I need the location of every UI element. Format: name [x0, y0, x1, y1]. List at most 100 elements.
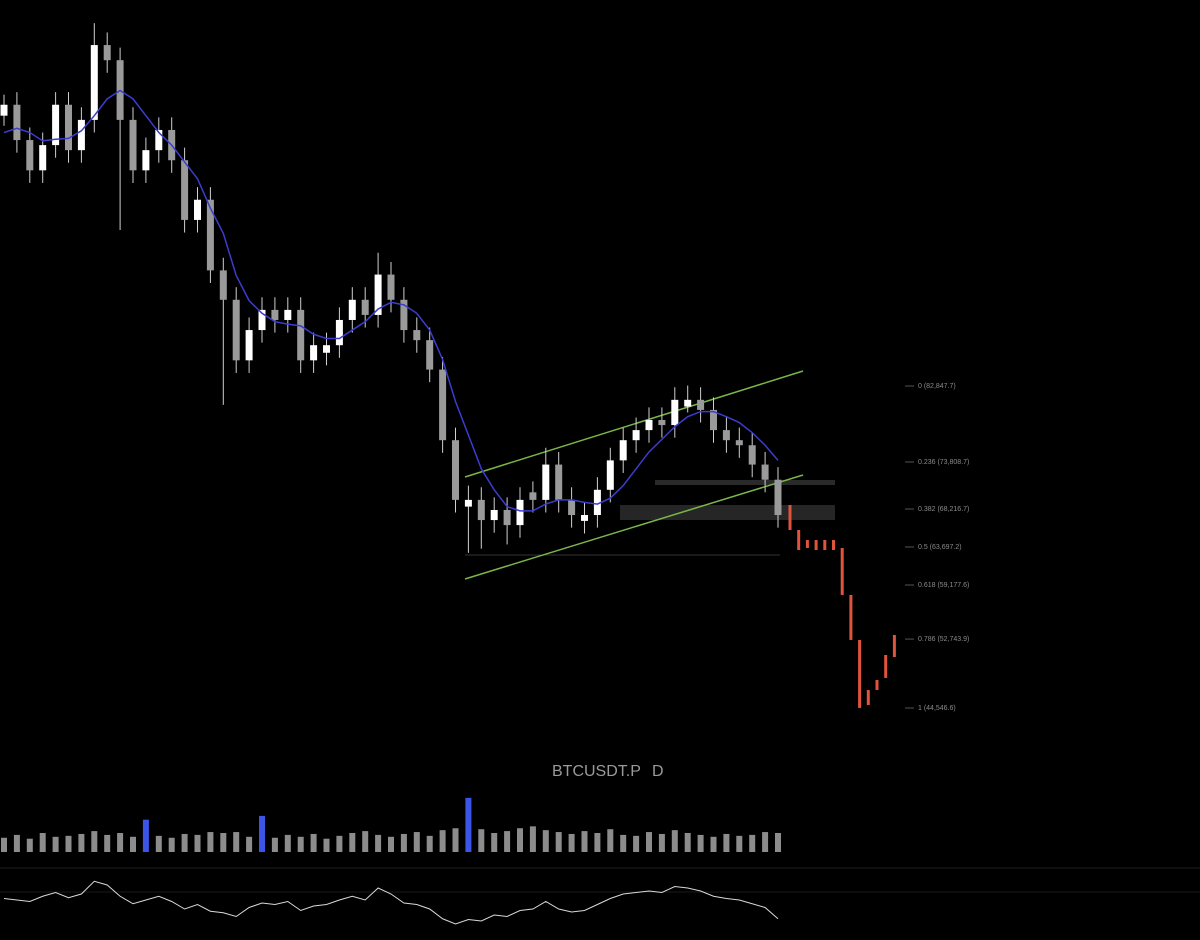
volume-bar	[775, 833, 781, 852]
candle-body	[529, 492, 537, 500]
volume-bar	[78, 833, 85, 852]
volume-bar	[297, 836, 304, 852]
candle-body	[477, 499, 485, 521]
candle-body	[90, 45, 98, 120]
volume-bar	[658, 833, 665, 852]
fib-label: 0.382 (68,216.7)	[918, 506, 969, 513]
volume-bar	[65, 835, 72, 852]
volume-bar	[465, 797, 472, 852]
candle-body	[129, 119, 137, 171]
candle-body	[593, 489, 601, 516]
volume-bar	[362, 831, 369, 852]
interval: D	[652, 763, 664, 780]
projection-bar	[866, 689, 870, 706]
volume-bar	[323, 838, 330, 852]
volume-bar	[426, 835, 433, 852]
candle-body	[606, 460, 614, 490]
volume-bar	[671, 830, 678, 852]
volume-bar	[104, 834, 111, 852]
projection-bar	[849, 594, 853, 640]
volume-bar	[413, 832, 420, 852]
candle-body	[581, 515, 588, 521]
candle-body	[194, 199, 201, 220]
candle-body	[26, 140, 34, 171]
fib-label: 0.236 (73,808.7)	[918, 459, 969, 466]
volume-bar	[155, 835, 162, 852]
projection-bar	[805, 539, 809, 548]
candle-body	[490, 509, 498, 521]
candle-body	[323, 345, 330, 353]
candle-body	[142, 150, 150, 171]
fib-label: 0.618 (59,177.6)	[918, 582, 969, 589]
candle-body	[413, 330, 421, 341]
candle-body	[245, 330, 253, 361]
candle-body	[555, 464, 563, 500]
moving-average	[3, 89, 779, 512]
candle-body	[271, 309, 279, 320]
volume-bar	[478, 829, 485, 852]
volume-bar	[620, 834, 627, 852]
candle-body	[103, 45, 111, 61]
projection-bar	[892, 634, 896, 658]
volume-bar	[529, 826, 536, 852]
volume-bar	[310, 833, 317, 852]
volume-bar	[723, 833, 730, 852]
candle-body	[697, 399, 705, 410]
volume-bar	[452, 828, 459, 852]
volume-bar	[633, 835, 640, 852]
volume-bar	[684, 833, 691, 852]
oscillator-line	[3, 880, 779, 925]
projection-bar	[832, 539, 835, 550]
volume-bar	[349, 833, 356, 852]
volume-bar	[130, 836, 136, 852]
volume-bar	[91, 831, 98, 852]
candle-body	[503, 509, 511, 526]
candle-body	[65, 104, 72, 151]
volume-bar	[233, 832, 240, 852]
volume-bar	[581, 831, 588, 852]
candle-body	[400, 299, 408, 331]
candle-body	[516, 499, 524, 526]
candle-body	[52, 104, 60, 146]
projection-bar	[797, 529, 801, 550]
candle-body	[774, 479, 782, 516]
volume-bar	[555, 832, 562, 852]
candle-body	[155, 129, 163, 151]
candle-body	[206, 199, 214, 271]
candle-body	[722, 430, 730, 441]
candle-body	[39, 145, 47, 171]
volume-bar	[207, 832, 214, 852]
volume-bar	[710, 836, 717, 852]
volume-bar	[117, 833, 124, 852]
candle-body	[464, 499, 472, 507]
volume-bar	[388, 836, 394, 852]
channel-upper	[464, 370, 804, 478]
volume-bar	[542, 830, 549, 852]
zone	[620, 505, 835, 520]
candle-body	[645, 420, 653, 431]
candle-body	[181, 160, 189, 220]
candle-body	[684, 399, 692, 407]
candle-body	[13, 104, 21, 141]
volume-bar	[517, 828, 523, 852]
candle-body	[632, 430, 640, 441]
projection-bar	[823, 539, 827, 550]
volume-bar	[284, 834, 291, 852]
volume-bar	[762, 832, 769, 852]
volume-bar	[646, 832, 652, 852]
candle-body	[374, 274, 382, 315]
candle-body	[671, 399, 679, 426]
volume-bar	[336, 835, 343, 852]
volume-bar	[400, 833, 407, 852]
volume-bar	[181, 833, 188, 852]
candle-body	[232, 299, 240, 361]
projection-bar	[788, 505, 792, 530]
volume-bar	[271, 837, 278, 852]
volume-bar	[594, 833, 601, 852]
candle-body	[452, 440, 459, 500]
candle-body	[297, 309, 305, 361]
volume-bar	[607, 829, 614, 852]
candle-body	[348, 299, 356, 320]
candle-body	[0, 104, 8, 116]
